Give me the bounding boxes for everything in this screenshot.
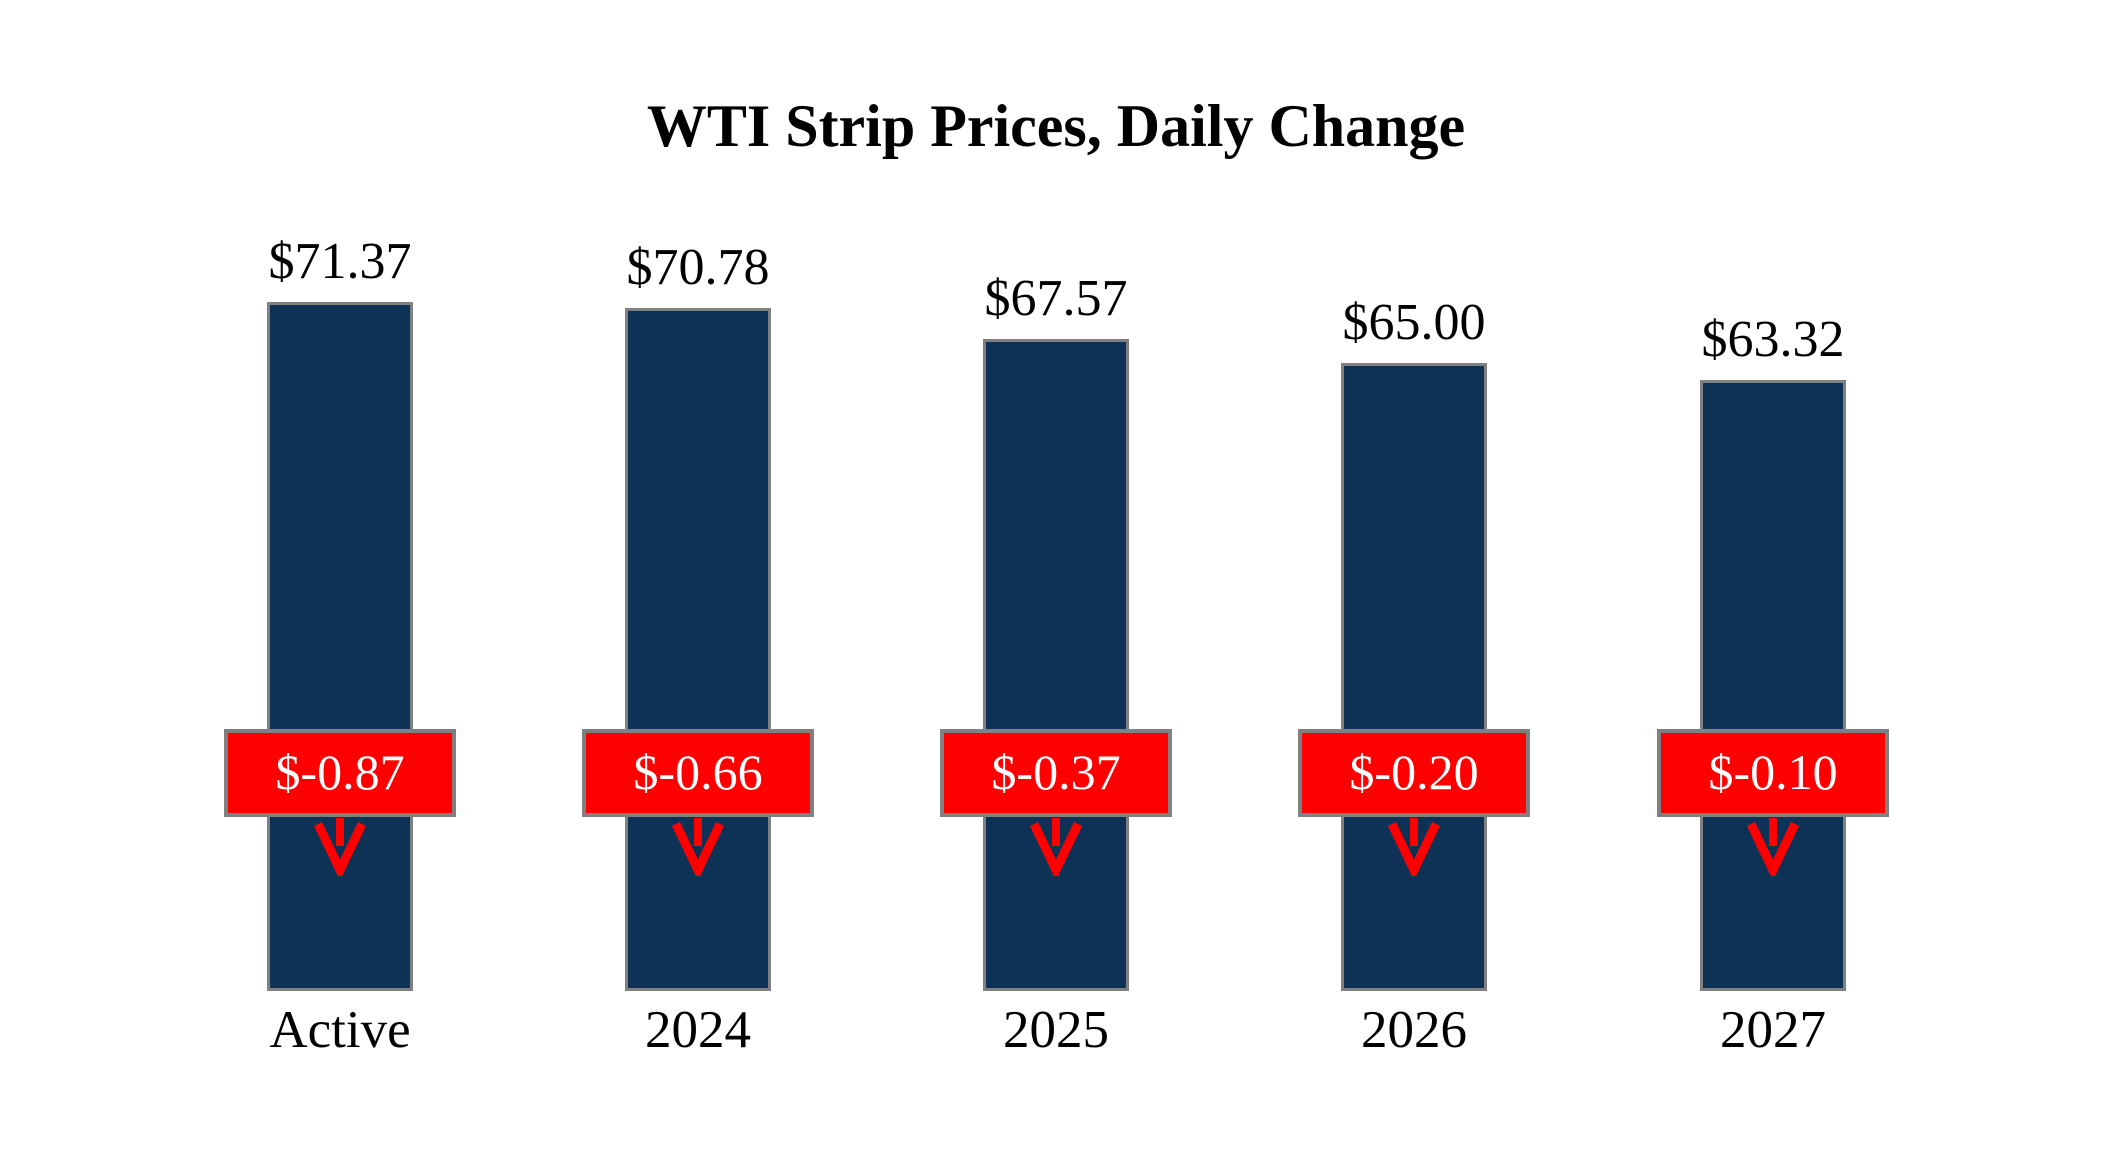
category-label: Active (269, 1001, 411, 1059)
category-label: 2024 (645, 1001, 751, 1059)
price-label: $67.57 (984, 270, 1128, 327)
price-label: $65.00 (1342, 294, 1486, 351)
bar-rect (625, 308, 771, 991)
category-label: 2025 (1003, 1001, 1109, 1059)
change-badge: $-0.37 (940, 729, 1172, 817)
change-value: $-0.37 (991, 744, 1121, 800)
change-badge: $-0.87 (224, 729, 456, 817)
price-label: $70.78 (626, 239, 770, 296)
change-value: $-0.20 (1349, 744, 1479, 800)
down-arrow-icon (1387, 818, 1441, 876)
change-badge: $-0.20 (1298, 729, 1530, 817)
bar-rect (1341, 363, 1487, 991)
bar-rect (267, 302, 413, 991)
down-arrow-icon (1029, 818, 1083, 876)
bar-rect (1700, 380, 1846, 991)
price-label: $63.32 (1701, 311, 1845, 368)
down-arrow-icon (313, 818, 367, 876)
change-badge: $-0.66 (582, 729, 814, 817)
category-label: 2026 (1361, 1001, 1467, 1059)
bar-rect (983, 339, 1129, 991)
change-badge: $-0.10 (1657, 729, 1889, 817)
price-label: $71.37 (268, 233, 412, 290)
change-value: $-0.87 (275, 744, 405, 800)
chart-title: WTI Strip Prices, Daily Change (646, 93, 1466, 159)
change-value: $-0.10 (1708, 744, 1838, 800)
category-label: 2027 (1720, 1001, 1826, 1059)
down-arrow-icon (1746, 818, 1800, 876)
down-arrow-icon (671, 818, 725, 876)
change-value: $-0.66 (633, 744, 763, 800)
